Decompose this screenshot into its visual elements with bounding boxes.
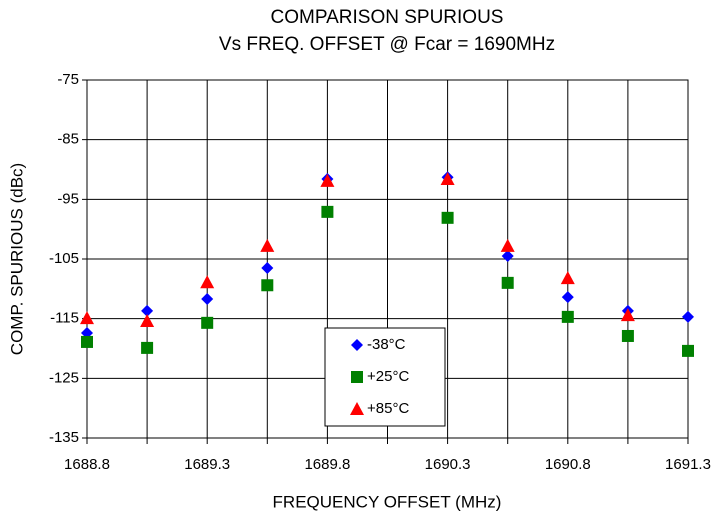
point	[321, 205, 334, 218]
point	[440, 172, 455, 186]
point	[561, 310, 574, 323]
point	[500, 238, 515, 252]
y-tick-label: -125	[49, 369, 79, 386]
legend-box	[324, 327, 446, 427]
point	[261, 261, 274, 274]
point	[501, 250, 514, 263]
point	[320, 173, 335, 187]
legend-marker	[350, 402, 364, 415]
point	[441, 211, 454, 224]
point	[261, 279, 274, 292]
point	[201, 292, 214, 305]
legend-marker	[351, 371, 363, 383]
y-tick-label: -95	[57, 190, 79, 207]
point	[201, 316, 214, 329]
y-tick-label: -105	[49, 250, 79, 267]
point	[501, 276, 514, 289]
point	[682, 310, 694, 323]
y-axis-title: COMP. SPURIOUS (dBc)	[7, 163, 26, 355]
x-tick-label: 1691.3	[665, 456, 711, 473]
point	[140, 314, 155, 328]
point	[621, 329, 634, 342]
x-tick-label: 1689.8	[304, 456, 350, 473]
y-tick-label: -75	[57, 71, 79, 88]
x-tick-label: 1688.8	[64, 456, 110, 473]
point	[141, 304, 154, 317]
plot-border	[86, 79, 689, 439]
x-tick-label: 1690.8	[545, 456, 591, 473]
point	[81, 335, 93, 348]
point	[560, 271, 575, 285]
point	[141, 341, 154, 354]
x-tick-label: 1690.3	[425, 456, 471, 473]
y-tick-label: -135	[49, 429, 79, 446]
chart-title: COMPARISON SPURIOUS	[271, 7, 504, 28]
point	[682, 344, 694, 357]
x-axis-title: FREQUENCY OFFSET (MHz)	[273, 492, 502, 511]
x-tick-label: 1689.3	[184, 456, 230, 473]
point	[260, 238, 275, 252]
chart-subtitle: Vs FREQ. OFFSET @ Fcar = 1690MHz	[219, 34, 555, 55]
legend-label: +85°C	[367, 400, 409, 417]
y-tick-label: -115	[50, 310, 79, 327]
point	[561, 291, 574, 304]
legend-marker	[351, 339, 363, 351]
point	[200, 275, 215, 289]
point	[620, 308, 635, 322]
point	[80, 311, 94, 325]
legend-label: -38°C	[367, 336, 406, 353]
y-tick-label: -85	[57, 131, 79, 148]
legend-label: +25°C	[367, 368, 409, 385]
